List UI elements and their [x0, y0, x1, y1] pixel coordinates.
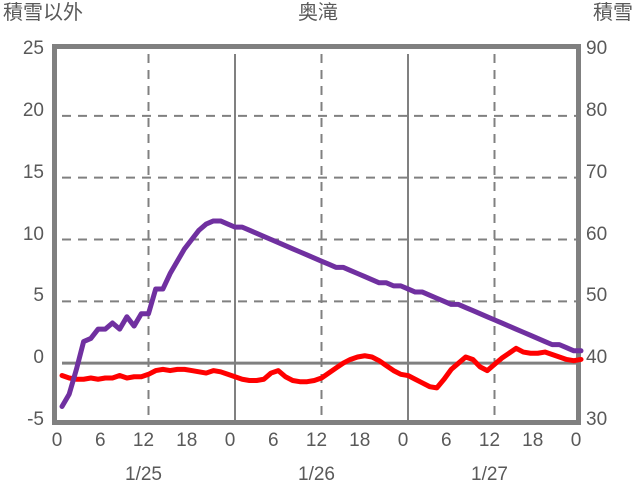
x-axis-day-label: 1/26	[298, 464, 335, 485]
series-line-snow	[59, 218, 584, 409]
x-axis-tick: 18	[522, 430, 544, 451]
x-axis-tick: 6	[440, 430, 452, 451]
plot-area	[52, 44, 584, 425]
x-axis-tick: 0	[397, 430, 409, 451]
left-axis-tick: 10	[22, 223, 44, 245]
x-axis-day-label: 1/25	[125, 464, 162, 485]
left-axis-tick: 25	[22, 38, 44, 59]
x-axis-tick: 0	[51, 430, 63, 451]
right-axis-tick: 80	[586, 99, 608, 121]
x-axis-tick: 18	[349, 430, 371, 451]
x-axis-tick: 12	[305, 430, 328, 451]
series-line-other	[59, 345, 584, 391]
right-axis-tick: 70	[586, 161, 608, 183]
x-axis-tick: 18	[176, 430, 198, 451]
x-axis-tick: 6	[267, 430, 279, 451]
x-axis-tick: 0	[224, 430, 236, 451]
right-axis-tick: 60	[586, 223, 608, 245]
plot-canvas	[59, 54, 584, 425]
chart-title: 奥滝	[298, 2, 338, 24]
left-axis-tick: -5	[27, 409, 44, 430]
right-axis-tick: 50	[586, 285, 608, 307]
x-axis-tick: 12	[132, 430, 155, 451]
left-axis-tick: 0	[33, 347, 44, 369]
left-axis-title: 積雪以外	[3, 2, 83, 24]
x-axis-tick: 0	[570, 430, 582, 451]
left-axis-tick: 15	[22, 161, 44, 183]
x-axis-tick: 6	[94, 430, 106, 451]
left-axis-tick: 5	[33, 285, 44, 307]
left-axis-tick: 20	[22, 99, 44, 121]
plot-inner	[57, 49, 586, 430]
x-axis-day-label: 1/27	[471, 464, 508, 485]
right-axis-title: 積雪	[593, 2, 633, 24]
x-axis-tick: 12	[478, 430, 501, 451]
right-axis-tick: 30	[586, 409, 608, 430]
right-axis-tick: 90	[586, 38, 608, 59]
right-axis-tick: 40	[586, 347, 608, 369]
